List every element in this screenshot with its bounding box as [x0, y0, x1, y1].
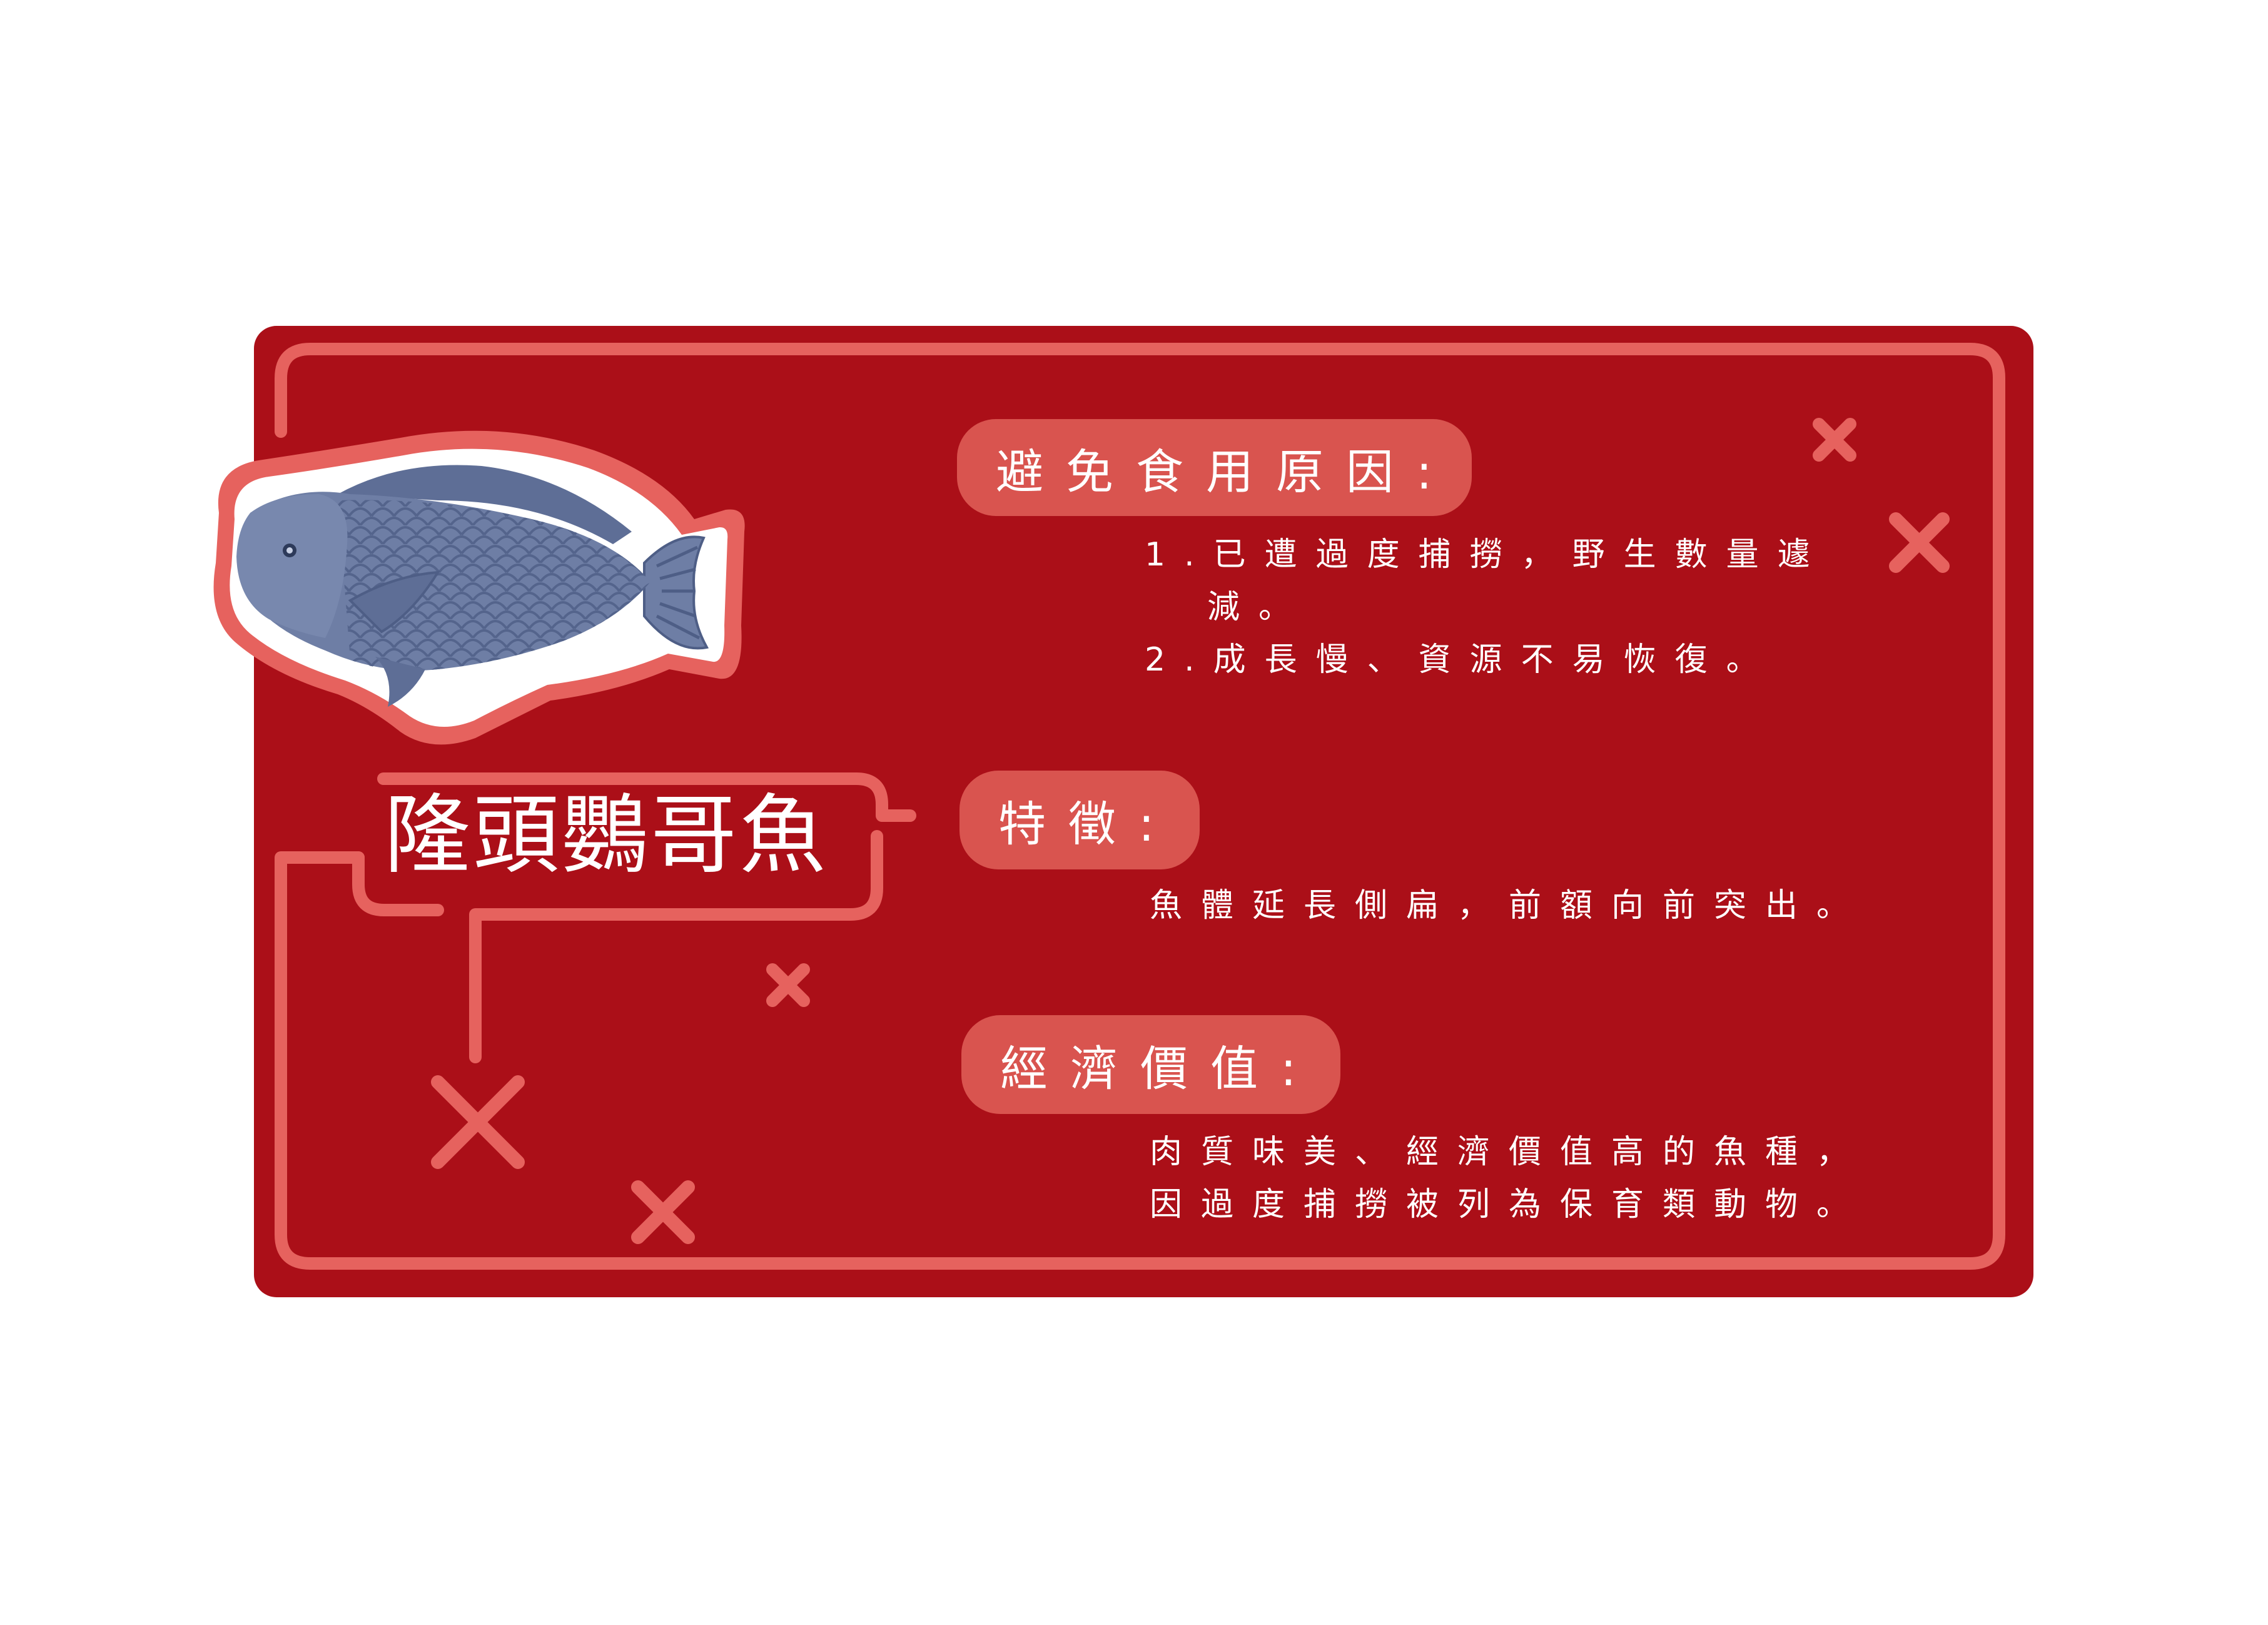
reason-line-1: 1.已遭過度捕撈，野生數量遽: [1145, 536, 1829, 574]
x-mark-icon: [766, 963, 810, 1007]
card-outline: [275, 343, 2005, 1270]
fish-name-title: 隆頭鸚哥魚: [384, 785, 829, 886]
name-frame-bottom: [469, 830, 883, 1063]
section-body-features: 魚體延長側扁，前額向前突出。: [1150, 879, 1868, 932]
economic-line-1: 肉質味美、經濟價值高的魚種，: [1150, 1133, 1868, 1171]
x-mark-icon: [631, 1180, 695, 1244]
section-heading-features: 特徵:: [959, 771, 1200, 869]
x-mark-icon: [431, 1075, 525, 1169]
feature-line-1: 魚體延長側扁，前額向前突出。: [1150, 887, 1868, 924]
section-heading-reasons: 避免食用原因:: [957, 419, 1472, 516]
name-frame: [377, 772, 916, 822]
humphead-parrotfish-illustration: [236, 465, 709, 707]
x-mark-icon: [1813, 418, 1856, 462]
section-body-reasons: 1.已遭過度捕撈，野生數量遽 減。 2.成長慢、資源不易恢復。: [1145, 529, 1829, 686]
economic-line-2: 因過度捕撈被列為保育類動物。: [1150, 1186, 1868, 1223]
name-frame-left: [352, 851, 444, 916]
reason-line-1-cont: 減。: [1207, 589, 1310, 626]
reason-line-2: 2.成長慢、資源不易恢復。: [1145, 641, 1778, 679]
section-body-economic-value: 肉質味美、經濟價值高的魚種， 因過度捕撈被列為保育類動物。: [1150, 1126, 1868, 1231]
x-mark-icon: [1889, 512, 1950, 573]
section-heading-economic-value: 經濟價值:: [961, 1015, 1340, 1114]
